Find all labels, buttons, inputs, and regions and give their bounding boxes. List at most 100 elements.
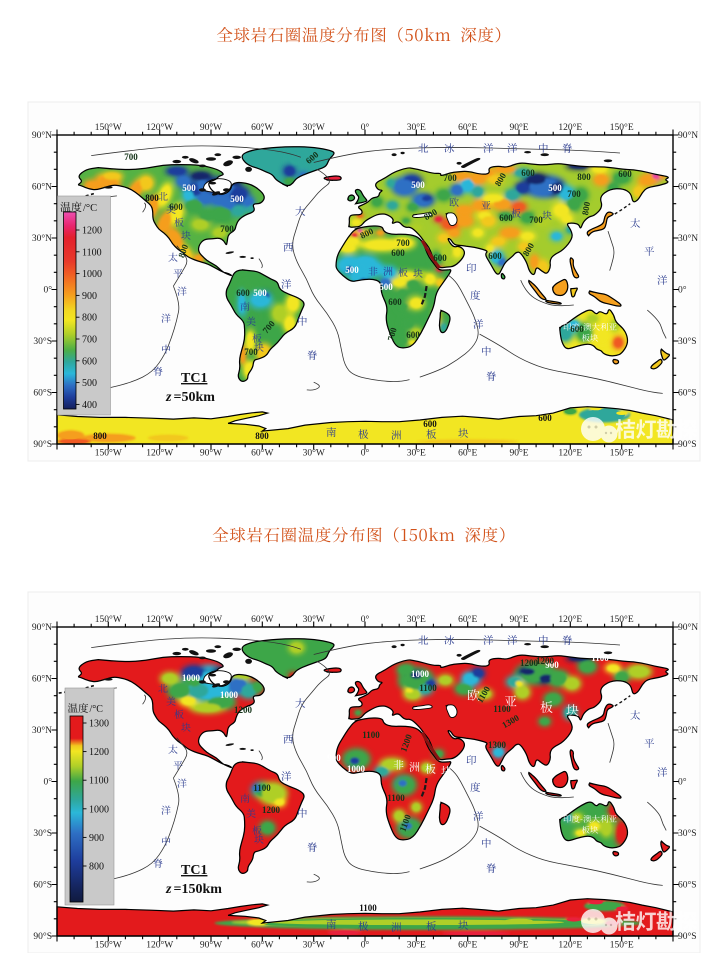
svg-text:90°E: 90°E	[509, 940, 528, 951]
svg-text:1000: 1000	[89, 804, 109, 815]
svg-text:0°: 0°	[361, 940, 370, 951]
svg-text:0°: 0°	[678, 777, 687, 788]
svg-text:60°W: 60°W	[251, 940, 273, 951]
svg-text:900: 900	[82, 291, 97, 302]
svg-text:800: 800	[255, 431, 269, 441]
svg-text:1300: 1300	[488, 740, 507, 750]
svg-text:60°E: 60°E	[458, 448, 477, 459]
svg-text:60°E: 60°E	[458, 614, 477, 625]
svg-text:150°W: 150°W	[95, 614, 122, 625]
svg-text:700: 700	[443, 173, 457, 183]
svg-text:120°W: 120°W	[146, 614, 173, 625]
svg-text:90°W: 90°W	[200, 940, 222, 951]
svg-text:500: 500	[548, 183, 562, 193]
svg-text:90°E: 90°E	[509, 122, 528, 133]
svg-text:1100: 1100	[387, 793, 405, 803]
svg-text:150°E: 150°E	[610, 122, 634, 133]
svg-text:90°W: 90°W	[200, 448, 222, 459]
svg-text:60°W: 60°W	[251, 448, 273, 459]
svg-text:500: 500	[182, 183, 196, 193]
svg-text:30°N: 30°N	[32, 725, 52, 736]
svg-text:30°N: 30°N	[32, 233, 52, 244]
svg-text:0°: 0°	[361, 448, 370, 459]
svg-text:700: 700	[220, 224, 234, 234]
svg-text:120°E: 120°E	[558, 940, 582, 951]
svg-text:600: 600	[433, 253, 447, 263]
svg-text:400: 400	[82, 400, 97, 411]
svg-text:60°E: 60°E	[458, 122, 477, 133]
svg-text:1200: 1200	[82, 226, 102, 237]
svg-text:90°N: 90°N	[32, 130, 52, 141]
svg-text:600: 600	[388, 297, 402, 307]
svg-text:600: 600	[423, 419, 437, 429]
svg-text:500: 500	[379, 282, 393, 292]
svg-text:30°N: 30°N	[678, 233, 698, 244]
svg-text:=150km: =150km	[174, 882, 223, 897]
svg-text:90°S: 90°S	[678, 439, 697, 450]
svg-text:90°N: 90°N	[678, 622, 698, 633]
svg-text:TC1: TC1	[181, 371, 207, 386]
svg-text:600: 600	[521, 168, 535, 178]
svg-text:120°W: 120°W	[146, 940, 173, 951]
svg-text:90°S: 90°S	[33, 931, 52, 942]
svg-text:800: 800	[93, 431, 107, 441]
svg-text:120°W: 120°W	[146, 448, 173, 459]
svg-text:30°E: 30°E	[407, 614, 426, 625]
svg-text:600: 600	[499, 213, 513, 223]
svg-text:0°: 0°	[678, 285, 687, 296]
svg-text:700: 700	[529, 215, 543, 225]
svg-text:500: 500	[82, 378, 97, 389]
svg-text:60°N: 60°N	[678, 182, 698, 193]
svg-text:=50km: =50km	[174, 390, 216, 405]
svg-text:600: 600	[570, 324, 584, 334]
svg-text:0°: 0°	[361, 122, 370, 133]
svg-text:60°N: 60°N	[678, 674, 698, 685]
svg-text:700: 700	[82, 335, 97, 346]
svg-text:1200: 1200	[89, 747, 109, 758]
svg-text:600: 600	[488, 251, 502, 261]
svg-text:1100: 1100	[419, 683, 437, 693]
svg-text:1200: 1200	[234, 705, 253, 715]
svg-text:30°W: 30°W	[303, 614, 325, 625]
svg-text:700: 700	[124, 152, 138, 162]
svg-text:/°C: /°C	[90, 704, 104, 715]
svg-text:800: 800	[176, 242, 190, 259]
svg-text:30°E: 30°E	[407, 448, 426, 459]
svg-text:1100: 1100	[591, 653, 609, 663]
svg-text:TC1: TC1	[181, 863, 207, 878]
svg-text:800: 800	[580, 200, 592, 216]
svg-text:60°S: 60°S	[33, 880, 52, 891]
svg-text:30°N: 30°N	[678, 725, 698, 736]
svg-text:90°E: 90°E	[509, 614, 528, 625]
svg-text:600: 600	[406, 330, 420, 340]
svg-text:120°W: 120°W	[146, 122, 173, 133]
svg-text:150°W: 150°W	[95, 448, 122, 459]
svg-text:60°E: 60°E	[458, 940, 477, 951]
svg-text:600: 600	[538, 413, 552, 423]
svg-text:900: 900	[545, 660, 559, 670]
svg-text:1000: 1000	[411, 669, 430, 679]
svg-text:30°S: 30°S	[678, 336, 697, 347]
svg-text:30°E: 30°E	[407, 940, 426, 951]
svg-text:90°W: 90°W	[200, 614, 222, 625]
svg-text:1100: 1100	[493, 704, 511, 714]
svg-text:90°S: 90°S	[678, 931, 697, 942]
svg-text:60°S: 60°S	[33, 388, 52, 399]
svg-text:60°S: 60°S	[678, 388, 697, 399]
svg-text:60°N: 60°N	[32, 182, 52, 193]
svg-text:150°E: 150°E	[610, 448, 634, 459]
svg-text:0°: 0°	[43, 777, 52, 788]
svg-text:z: z	[165, 390, 172, 405]
svg-text:120°E: 120°E	[558, 614, 582, 625]
svg-text:60°W: 60°W	[251, 614, 273, 625]
svg-text:500: 500	[253, 288, 267, 298]
svg-text:90°E: 90°E	[509, 448, 528, 459]
svg-text:150°E: 150°E	[610, 614, 634, 625]
svg-text:120°E: 120°E	[558, 122, 582, 133]
svg-text:1000: 1000	[82, 269, 102, 280]
svg-text:1200: 1200	[536, 656, 555, 666]
svg-text:1000: 1000	[220, 690, 239, 700]
svg-text:1000: 1000	[182, 673, 201, 683]
svg-text:0°: 0°	[43, 285, 52, 296]
svg-text:z: z	[165, 882, 172, 897]
